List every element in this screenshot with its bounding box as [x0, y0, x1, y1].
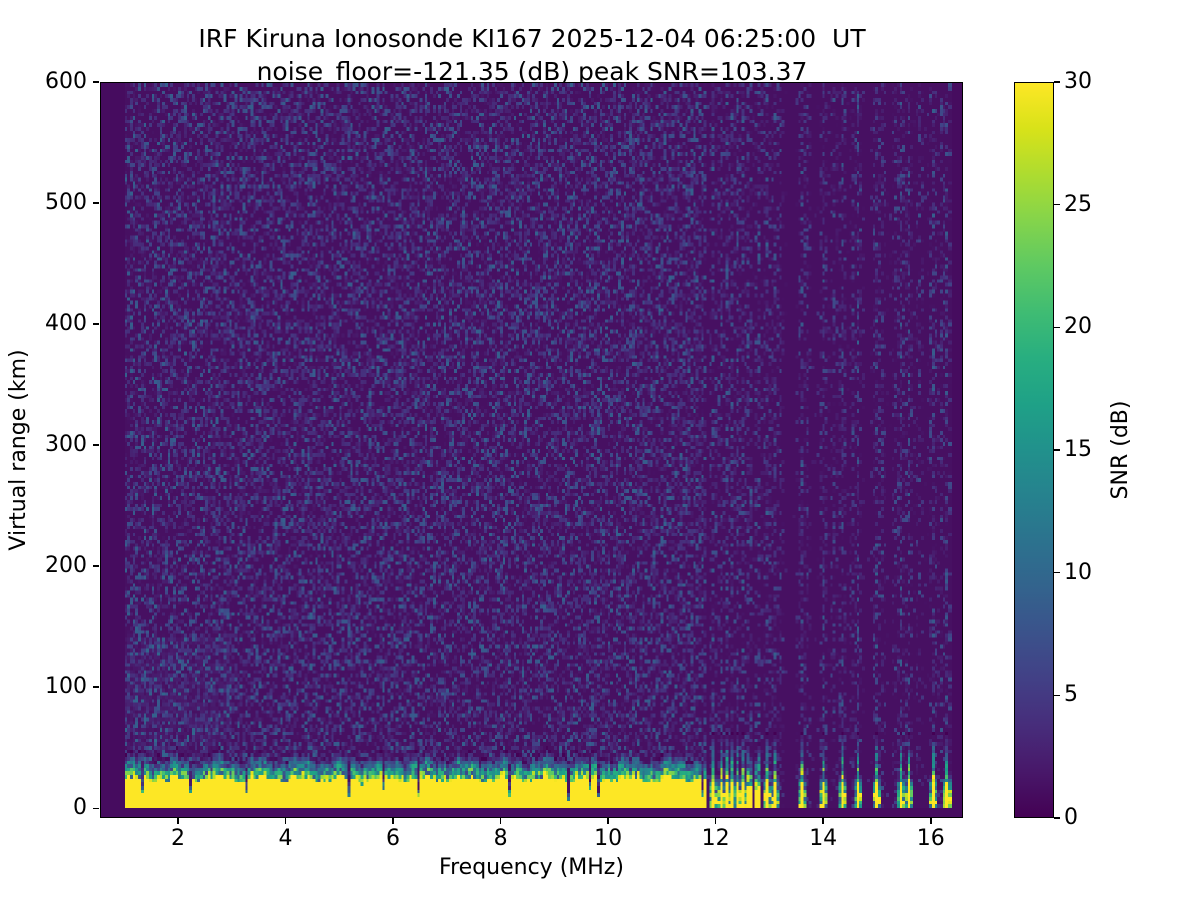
y-axis-label: Virtual range (km) — [6, 349, 31, 551]
x-tick-mark — [929, 818, 932, 824]
x-axis-label: Frequency (MHz) — [439, 855, 624, 880]
y-tick-mark — [93, 202, 99, 204]
x-tick-mark — [177, 818, 179, 824]
y-tick-label: 500 — [45, 190, 87, 216]
colorbar-tick-mark — [1054, 203, 1060, 206]
colorbar-tick-label: 5 — [1064, 682, 1078, 708]
y-tick-label: 100 — [45, 674, 87, 700]
y-tick-mark — [93, 323, 99, 325]
x-tick-mark — [284, 818, 287, 824]
x-tick-label: 14 — [809, 826, 838, 851]
ionogram-heatmap — [101, 83, 962, 817]
y-tick-label: 0 — [73, 795, 87, 821]
y-tick-mark — [93, 81, 99, 83]
y-tick-label: 300 — [45, 432, 87, 458]
x-tick-label: 10 — [594, 826, 623, 851]
y-tick-mark — [93, 807, 99, 810]
colorbar-tick-mark — [1054, 326, 1060, 329]
x-tick-mark — [714, 818, 717, 824]
y-tick-mark — [93, 686, 99, 689]
x-tick-label: 4 — [278, 826, 293, 851]
x-tick-label: 16 — [916, 826, 945, 851]
chart-title-line-1: IRF Kiruna Ionosonde KI167 2025-12-04 06… — [198, 24, 866, 53]
colorbar-tick-label: 0 — [1064, 805, 1078, 830]
x-tick-mark — [607, 818, 609, 824]
y-tick-mark — [93, 444, 99, 446]
x-tick-label: 12 — [701, 826, 730, 851]
x-tick-label: 2 — [170, 826, 185, 851]
x-tick-mark — [392, 818, 394, 824]
chart-title-line-2: noise_floor=-121.35 (dB) peak SNR=103.37 — [256, 57, 808, 86]
x-tick-label: 6 — [386, 826, 401, 851]
colorbar-tick-label: 30 — [1064, 69, 1092, 94]
colorbar-tick-label: 25 — [1064, 191, 1092, 217]
colorbar-tick-label: 10 — [1064, 559, 1092, 585]
colorbar-tick-mark — [1054, 449, 1060, 451]
colorbar-gradient — [1014, 82, 1054, 818]
colorbar[interactable]: 0 5 10 15 20 25 30 — [1014, 71, 1092, 829]
colorbar-tick-label: 15 — [1064, 437, 1092, 462]
colorbar-label: SNR (dB) — [1108, 400, 1133, 500]
y-tick-mark — [93, 565, 99, 567]
colorbar-tick-mark — [1054, 817, 1060, 819]
ionogram-plot-area[interactable] — [100, 82, 963, 818]
colorbar-tick-mark — [1054, 81, 1060, 83]
colorbar-tick-mark — [1054, 571, 1060, 574]
y-tick-label: 400 — [45, 311, 87, 337]
x-tick-label: 8 — [493, 826, 508, 851]
x-tick-mark — [499, 818, 502, 824]
y-tick-label: 600 — [45, 69, 87, 94]
x-tick-mark — [822, 818, 824, 824]
colorbar-tick-label: 20 — [1064, 314, 1092, 340]
colorbar-tick-mark — [1054, 694, 1060, 697]
chart-title: IRF Kiruna Ionosonde KI167 2025-12-04 06… — [0, 22, 1064, 88]
y-tick-label: 200 — [45, 553, 87, 579]
